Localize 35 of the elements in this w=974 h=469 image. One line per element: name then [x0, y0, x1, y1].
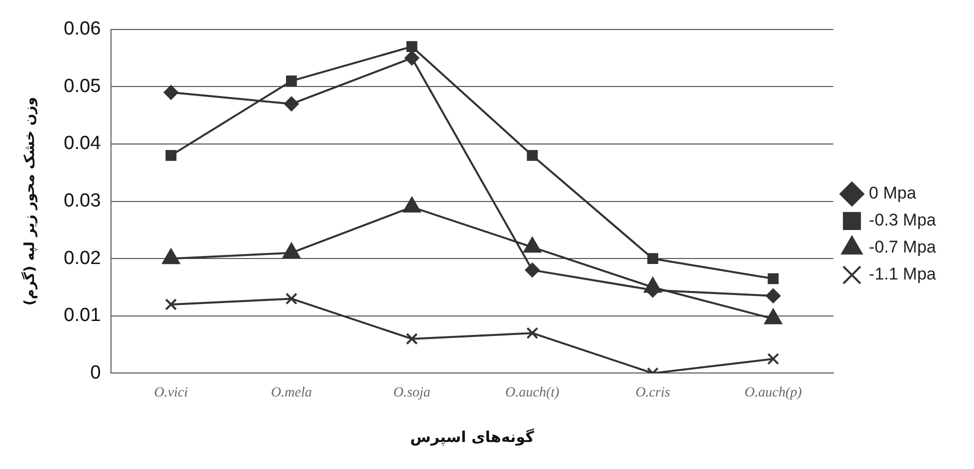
x-axis-title: گونه‌های اسپرس: [410, 428, 534, 446]
point: [284, 96, 299, 112]
legend-label: 0 Mpa: [868, 184, 917, 203]
y-tick-label: 0.01: [64, 305, 101, 326]
x-tick-label: O.vici: [154, 385, 188, 400]
x-tick-label: O.soja: [393, 385, 430, 400]
y-tick-label: 0.05: [64, 76, 101, 97]
point: [166, 150, 176, 161]
point: [766, 288, 781, 304]
point: [767, 352, 780, 365]
y-tick-label: 0.06: [64, 18, 101, 40]
point: [526, 150, 538, 161]
y-tick-label: 0.02: [64, 248, 101, 269]
y-axis-title: وزن خشک محور زیر لپه (گرم): [21, 96, 38, 306]
point: [286, 76, 297, 86]
point: [768, 273, 779, 284]
point: [404, 50, 420, 66]
y-tick-label: 0.04: [64, 133, 102, 154]
point: [164, 84, 178, 100]
point: [647, 253, 658, 264]
legend-label: -0.7 Mpa: [868, 238, 937, 257]
point: [406, 332, 418, 345]
legend-label: -0.3 Mpa: [868, 210, 937, 230]
x-tick-label: O.auch(t): [505, 385, 560, 400]
point: [526, 327, 538, 340]
point: [285, 292, 298, 305]
point: [406, 41, 418, 52]
x-tick-label: O.mela: [271, 385, 312, 400]
legend-label: -1.1 Mpa: [868, 264, 937, 284]
x-tick-label: O.auch(p): [744, 385, 802, 400]
point: [165, 298, 177, 310]
point: [524, 262, 540, 278]
y-tick-label: 0: [90, 362, 101, 384]
y-tick-label: 0.03: [64, 190, 101, 212]
x-tick-label: O.cris: [635, 385, 671, 400]
